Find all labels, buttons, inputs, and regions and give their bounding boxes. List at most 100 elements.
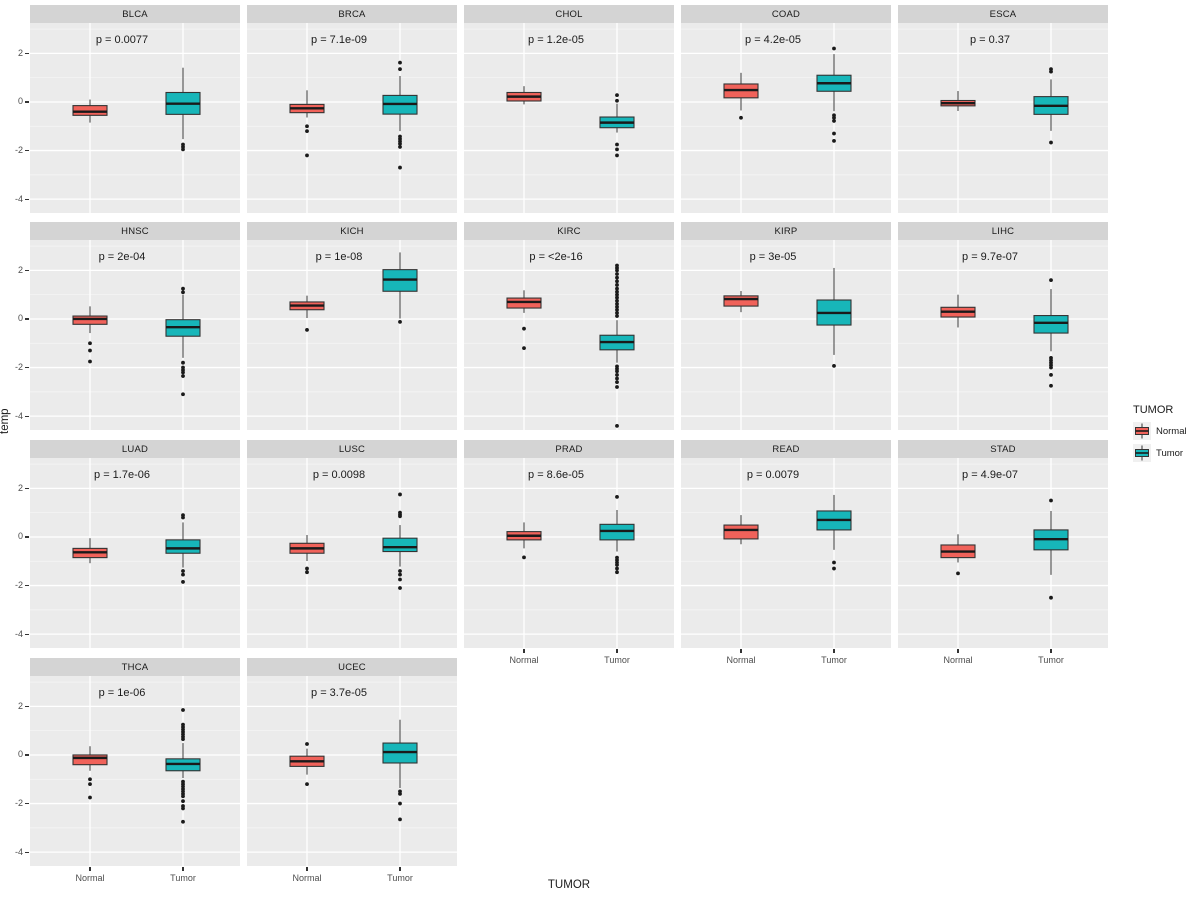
boxplot-tumor-UCEC (382, 719, 418, 822)
facet-panel-PRAD: p = 8.6e-05 (464, 458, 674, 648)
y-tick-label: -4 (14, 410, 23, 421)
facet-strip-BRCA: BRCA (247, 5, 457, 23)
y-tick-label: -4 (14, 846, 23, 857)
facet-strip-CHOL: CHOL (464, 5, 674, 23)
boxplot-normal-KIRC (506, 290, 542, 351)
y-tick-label: 0 (17, 313, 23, 324)
boxplot-tumor-BRCA (382, 60, 418, 170)
y-tick-label: 0 (17, 96, 23, 107)
boxplot-normal-BRCA (289, 90, 325, 158)
p-value-ESCA: p = 0.37 (970, 34, 1010, 46)
boxplot-normal-COAD (723, 72, 759, 120)
p-value-BLCA: p = 0.0077 (96, 34, 148, 46)
boxplot-tumor-BLCA (165, 67, 201, 152)
x-tick-label-normal: Normal (509, 655, 539, 665)
x-tick-label-normal: Normal (943, 655, 973, 665)
boxplot-tumor-CHOL (599, 93, 635, 158)
y-tick-mark (25, 705, 29, 707)
x-tick-label-tumor: Tumor (387, 873, 413, 883)
p-value-CHOL: p = 1.2e-05 (528, 34, 584, 46)
boxplot-tumor-STAD (1033, 498, 1069, 600)
y-tick-label: 2 (17, 47, 23, 58)
boxplot-normal-LIHC (940, 294, 976, 328)
x-tick-mark (399, 867, 401, 871)
facet-strip-LUAD: LUAD (30, 440, 240, 458)
facet-strip-STAD: STAD (898, 440, 1108, 458)
boxplot-normal-ESCA (940, 91, 976, 111)
x-tick-label-tumor: Tumor (821, 655, 847, 665)
y-tick-label: 0 (17, 749, 23, 760)
boxplot-tumor-ESCA (1033, 67, 1069, 145)
facet-strip-LUSC: LUSC (247, 440, 457, 458)
p-value-STAD: p = 4.9e-07 (962, 469, 1018, 481)
y-tick-label: 2 (17, 482, 23, 493)
y-tick-mark (25, 633, 29, 635)
boxplot-normal-UCEC (289, 742, 325, 787)
x-tick-label-normal: Normal (726, 655, 756, 665)
p-value-UCEC: p = 3.7e-05 (311, 687, 367, 699)
facet-panel-KIRC: p = <2e-16 (464, 240, 674, 430)
facet-panel-HNSC: p = 2e-04 (30, 240, 240, 430)
facet-strip-UCEC: UCEC (247, 658, 457, 676)
facet-panel-LUSC: p = 0.0098 (247, 458, 457, 648)
facet-strip-KICH: KICH (247, 222, 457, 240)
y-tick-label: 2 (17, 700, 23, 711)
facet-strip-ESCA: ESCA (898, 5, 1108, 23)
boxplot-normal-LUSC (289, 535, 325, 575)
boxplot-tumor-HNSC (165, 286, 201, 397)
boxplot-key-icon (1133, 444, 1151, 462)
facet-strip-THCA: THCA (30, 658, 240, 676)
boxplot-tumor-COAD (816, 46, 852, 143)
p-value-BRCA: p = 7.1e-09 (311, 34, 367, 46)
p-value-LIHC: p = 9.7e-07 (962, 251, 1018, 263)
facet-panel-LUAD: p = 1.7e-06 (30, 458, 240, 648)
y-tick-mark (25, 584, 29, 587)
facet-panel-STAD: p = 4.9e-07 (898, 458, 1108, 648)
x-tick-mark (616, 649, 618, 653)
boxplot-normal-READ (723, 515, 759, 545)
x-tick-mark (740, 649, 742, 653)
boxplot-tumor-KICH (382, 252, 418, 324)
y-tick-mark (25, 851, 29, 853)
facet-panel-BRCA: p = 7.1e-09 (247, 23, 457, 213)
y-tick-mark (25, 52, 29, 54)
legend-title: TUMOR (1133, 404, 1174, 416)
facet-panel-LIHC: p = 9.7e-07 (898, 240, 1108, 430)
legend-entry-normal: Normal (1133, 422, 1187, 440)
boxplot-tumor-PRAD (599, 494, 635, 575)
y-tick-label: -4 (14, 628, 23, 639)
facet-panel-KIRP: p = 3e-05 (681, 240, 891, 430)
x-tick-mark (1050, 649, 1052, 653)
x-tick-mark (89, 867, 91, 871)
legend: TUMOR Normal Tumor (1133, 404, 1187, 466)
y-tick-mark (25, 754, 29, 756)
facet-strip-LIHC: LIHC (898, 222, 1108, 240)
x-tick-mark (523, 649, 525, 653)
facet-panel-COAD: p = 4.2e-05 (681, 23, 891, 213)
p-value-KIRP: p = 3e-05 (750, 251, 797, 263)
boxplot-normal-KICH (289, 295, 325, 332)
y-tick-mark (25, 149, 29, 152)
p-value-HNSC: p = 2e-04 (99, 251, 146, 263)
y-tick-label: -4 (14, 193, 23, 204)
y-tick-mark (25, 487, 29, 489)
y-tick-label: -2 (14, 580, 23, 591)
boxplot-tumor-KIRP (816, 267, 852, 368)
p-value-READ: p = 0.0079 (747, 469, 799, 481)
boxplot-tumor-LIHC (1033, 278, 1069, 388)
legend-entry-label: Tumor (1156, 447, 1184, 459)
p-value-KIRC: p = <2e-16 (529, 251, 582, 263)
y-tick-mark (25, 536, 29, 538)
facet-panel-BLCA: p = 0.0077 (30, 23, 240, 213)
boxplot-normal-CHOL (506, 86, 542, 105)
facet-strip-READ: READ (681, 440, 891, 458)
p-value-THCA: p = 1e-06 (99, 687, 146, 699)
boxplot-tumor-KIRC (599, 263, 635, 428)
legend-entry-tumor: Tumor (1133, 444, 1187, 462)
facet-strip-COAD: COAD (681, 5, 891, 23)
facet-strip-BLCA: BLCA (30, 5, 240, 23)
boxplot-normal-KIRP (723, 291, 759, 313)
boxplot-tumor-LUAD (165, 513, 201, 584)
p-value-KICH: p = 1e-08 (316, 251, 363, 263)
